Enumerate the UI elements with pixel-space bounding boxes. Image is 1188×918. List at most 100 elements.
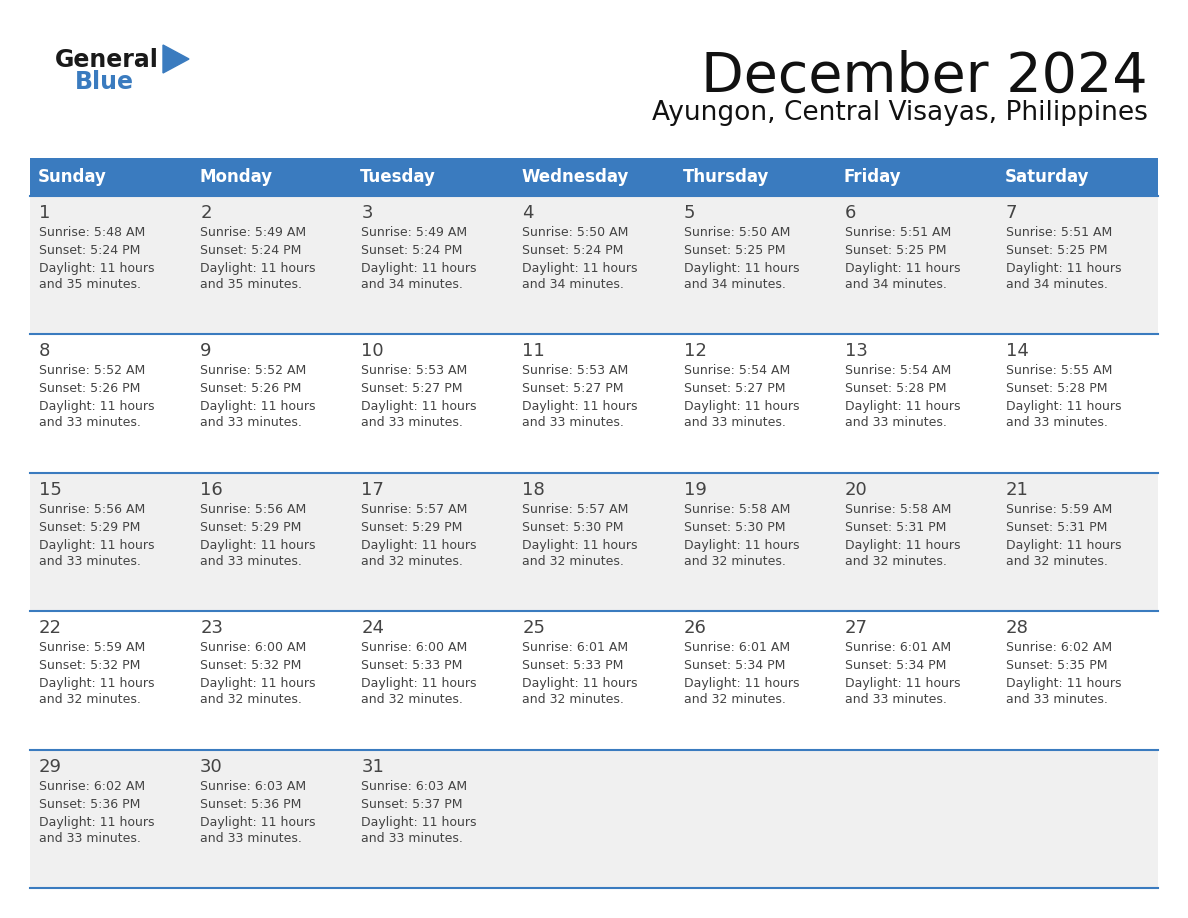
Text: Sunset: 5:24 PM: Sunset: 5:24 PM <box>200 244 302 257</box>
Text: Sunrise: 5:50 AM: Sunrise: 5:50 AM <box>523 226 628 239</box>
Text: Sunrise: 5:52 AM: Sunrise: 5:52 AM <box>39 364 145 377</box>
Text: Sunrise: 5:50 AM: Sunrise: 5:50 AM <box>683 226 790 239</box>
Text: Daylight: 11 hours: Daylight: 11 hours <box>1006 262 1121 275</box>
Text: Ayungon, Central Visayas, Philippines: Ayungon, Central Visayas, Philippines <box>652 100 1148 126</box>
Text: Daylight: 11 hours: Daylight: 11 hours <box>200 262 316 275</box>
Text: and 33 minutes.: and 33 minutes. <box>39 554 141 568</box>
Text: Daylight: 11 hours: Daylight: 11 hours <box>683 262 800 275</box>
Text: and 33 minutes.: and 33 minutes. <box>39 832 141 845</box>
Text: and 32 minutes.: and 32 minutes. <box>361 554 463 568</box>
Text: and 32 minutes.: and 32 minutes. <box>523 693 625 706</box>
Text: 2: 2 <box>200 204 211 222</box>
Text: 18: 18 <box>523 481 545 498</box>
Text: 21: 21 <box>1006 481 1029 498</box>
Text: Daylight: 11 hours: Daylight: 11 hours <box>361 539 476 552</box>
Text: Daylight: 11 hours: Daylight: 11 hours <box>683 400 800 413</box>
Text: 1: 1 <box>39 204 50 222</box>
Text: Sunset: 5:27 PM: Sunset: 5:27 PM <box>683 383 785 396</box>
Text: Daylight: 11 hours: Daylight: 11 hours <box>845 539 960 552</box>
Text: 22: 22 <box>39 620 62 637</box>
Text: Sunrise: 5:52 AM: Sunrise: 5:52 AM <box>200 364 307 377</box>
Text: Sunrise: 5:58 AM: Sunrise: 5:58 AM <box>683 503 790 516</box>
Text: Sunrise: 6:01 AM: Sunrise: 6:01 AM <box>845 641 950 655</box>
Text: Sunset: 5:35 PM: Sunset: 5:35 PM <box>1006 659 1107 672</box>
Text: Sunset: 5:36 PM: Sunset: 5:36 PM <box>200 798 302 811</box>
Text: Sunrise: 5:56 AM: Sunrise: 5:56 AM <box>39 503 145 516</box>
Text: Sunset: 5:29 PM: Sunset: 5:29 PM <box>39 521 140 533</box>
Text: 14: 14 <box>1006 342 1029 361</box>
Text: 28: 28 <box>1006 620 1029 637</box>
Text: Sunrise: 6:00 AM: Sunrise: 6:00 AM <box>361 641 468 655</box>
Text: and 32 minutes.: and 32 minutes. <box>1006 554 1107 568</box>
Text: Sunset: 5:28 PM: Sunset: 5:28 PM <box>1006 383 1107 396</box>
Text: 26: 26 <box>683 620 707 637</box>
Text: and 32 minutes.: and 32 minutes. <box>523 554 625 568</box>
Text: Sunrise: 5:59 AM: Sunrise: 5:59 AM <box>1006 503 1112 516</box>
Text: Sunrise: 5:48 AM: Sunrise: 5:48 AM <box>39 226 145 239</box>
Text: 31: 31 <box>361 757 384 776</box>
Bar <box>30 158 1158 196</box>
Text: and 33 minutes.: and 33 minutes. <box>361 417 463 430</box>
Text: Daylight: 11 hours: Daylight: 11 hours <box>523 539 638 552</box>
Text: Daylight: 11 hours: Daylight: 11 hours <box>200 677 316 690</box>
Text: 25: 25 <box>523 620 545 637</box>
Text: and 34 minutes.: and 34 minutes. <box>1006 278 1107 291</box>
Bar <box>30 750 1158 888</box>
Text: Sunset: 5:26 PM: Sunset: 5:26 PM <box>39 383 140 396</box>
Text: Sunrise: 5:58 AM: Sunrise: 5:58 AM <box>845 503 952 516</box>
Text: 23: 23 <box>200 620 223 637</box>
Text: 17: 17 <box>361 481 384 498</box>
Text: and 32 minutes.: and 32 minutes. <box>39 693 141 706</box>
Text: Sunrise: 5:57 AM: Sunrise: 5:57 AM <box>523 503 628 516</box>
Text: Sunrise: 6:02 AM: Sunrise: 6:02 AM <box>1006 641 1112 655</box>
Bar <box>30 196 1158 334</box>
Text: Daylight: 11 hours: Daylight: 11 hours <box>1006 677 1121 690</box>
Text: and 32 minutes.: and 32 minutes. <box>361 693 463 706</box>
Text: 20: 20 <box>845 481 867 498</box>
Text: and 33 minutes.: and 33 minutes. <box>200 417 302 430</box>
Text: Daylight: 11 hours: Daylight: 11 hours <box>845 400 960 413</box>
Text: Sunset: 5:34 PM: Sunset: 5:34 PM <box>683 659 785 672</box>
Text: Sunset: 5:27 PM: Sunset: 5:27 PM <box>361 383 463 396</box>
Text: and 33 minutes.: and 33 minutes. <box>1006 693 1107 706</box>
Text: Sunrise: 5:49 AM: Sunrise: 5:49 AM <box>361 226 467 239</box>
Text: 27: 27 <box>845 620 867 637</box>
Text: and 33 minutes.: and 33 minutes. <box>1006 417 1107 430</box>
Text: Sunrise: 6:00 AM: Sunrise: 6:00 AM <box>200 641 307 655</box>
Text: Saturday: Saturday <box>1005 168 1089 186</box>
Text: Sunrise: 5:53 AM: Sunrise: 5:53 AM <box>361 364 468 377</box>
Text: and 34 minutes.: and 34 minutes. <box>845 278 947 291</box>
Text: 12: 12 <box>683 342 707 361</box>
Text: 15: 15 <box>39 481 62 498</box>
Text: Sunset: 5:34 PM: Sunset: 5:34 PM <box>845 659 946 672</box>
Text: 29: 29 <box>39 757 62 776</box>
Text: Sunset: 5:33 PM: Sunset: 5:33 PM <box>523 659 624 672</box>
Text: and 32 minutes.: and 32 minutes. <box>200 693 302 706</box>
Text: 6: 6 <box>845 204 857 222</box>
Text: 9: 9 <box>200 342 211 361</box>
Text: Daylight: 11 hours: Daylight: 11 hours <box>523 262 638 275</box>
Text: Daylight: 11 hours: Daylight: 11 hours <box>361 815 476 829</box>
Text: Sunset: 5:25 PM: Sunset: 5:25 PM <box>845 244 946 257</box>
Text: Sunrise: 5:56 AM: Sunrise: 5:56 AM <box>200 503 307 516</box>
Text: Daylight: 11 hours: Daylight: 11 hours <box>200 539 316 552</box>
Text: Sunset: 5:29 PM: Sunset: 5:29 PM <box>361 521 462 533</box>
Text: Daylight: 11 hours: Daylight: 11 hours <box>523 677 638 690</box>
Polygon shape <box>163 45 189 73</box>
Text: Daylight: 11 hours: Daylight: 11 hours <box>1006 400 1121 413</box>
Text: Sunset: 5:37 PM: Sunset: 5:37 PM <box>361 798 463 811</box>
Text: and 33 minutes.: and 33 minutes. <box>845 417 947 430</box>
Text: December 2024: December 2024 <box>701 50 1148 104</box>
Text: Sunrise: 6:01 AM: Sunrise: 6:01 AM <box>523 641 628 655</box>
Text: and 33 minutes.: and 33 minutes. <box>683 417 785 430</box>
Text: Sunset: 5:24 PM: Sunset: 5:24 PM <box>361 244 462 257</box>
Text: 4: 4 <box>523 204 533 222</box>
Text: 16: 16 <box>200 481 223 498</box>
Text: and 32 minutes.: and 32 minutes. <box>683 693 785 706</box>
Text: Daylight: 11 hours: Daylight: 11 hours <box>200 815 316 829</box>
Text: and 34 minutes.: and 34 minutes. <box>523 278 625 291</box>
Text: Daylight: 11 hours: Daylight: 11 hours <box>361 262 476 275</box>
Text: Daylight: 11 hours: Daylight: 11 hours <box>683 677 800 690</box>
Text: 24: 24 <box>361 620 384 637</box>
Text: Sunrise: 5:53 AM: Sunrise: 5:53 AM <box>523 364 628 377</box>
